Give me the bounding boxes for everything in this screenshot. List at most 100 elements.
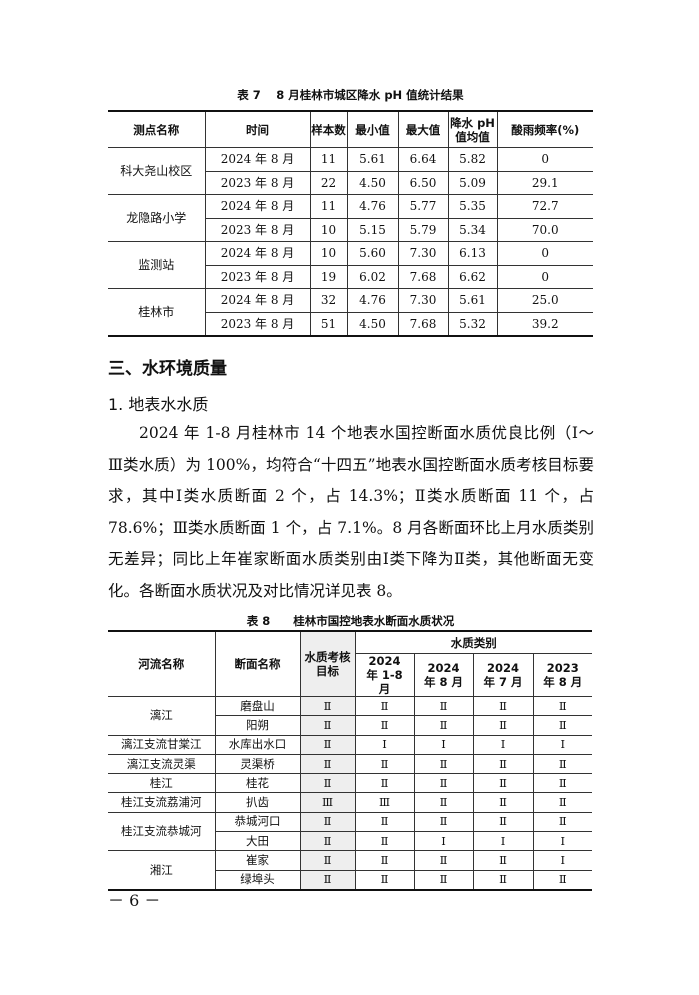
table-cell: 5.60: [346, 241, 399, 266]
table-cell: 6.02: [346, 264, 399, 289]
section-name: 磨盘山: [214, 695, 301, 717]
table-cell: Ⅱ: [354, 869, 415, 891]
table-cell: Ⅱ: [299, 773, 356, 794]
table-cell: Ⅱ: [413, 869, 474, 891]
table-cell: Ⅱ: [413, 811, 474, 833]
table-cell: Ⅱ: [532, 869, 592, 891]
table-cell: Ⅱ: [299, 695, 356, 717]
table-cell: 4.50: [346, 170, 399, 195]
table-cell: 5.09: [447, 170, 498, 195]
table-row: 科大尧山校区 2024 年 8 月 11 5.61 6.64 5.82 0: [108, 147, 593, 195]
table-cell: Ⅱ: [413, 792, 474, 813]
river-name: 桂江: [108, 773, 216, 794]
table-cell: 0: [496, 241, 593, 266]
column-header: 降水 pH 值均值: [447, 110, 498, 148]
table-row: 漓江支流灵渠 灵渠桥 Ⅱ Ⅱ Ⅱ Ⅱ Ⅱ: [108, 753, 592, 775]
table-cell: 70.0: [496, 217, 593, 242]
table-cell: Ⅱ: [472, 695, 534, 717]
table-cell: Ⅱ: [299, 811, 356, 833]
section-name: 阳朔: [215, 715, 301, 736]
table-row: 桂江支流荔浦河 扒齿 Ⅲ Ⅲ Ⅱ Ⅱ Ⅱ: [108, 792, 592, 813]
table-cell: Ⅱ: [299, 734, 356, 755]
table-row: 龙隐路小学 2024 年 8 月 11 4.76 5.77 5.35 72.7: [108, 194, 593, 242]
table-cell: 5.34: [447, 217, 498, 242]
table-cell: 19: [309, 264, 348, 289]
table-cell: 10: [309, 217, 348, 242]
table-cell: 7.30: [397, 241, 449, 266]
column-header: 测点名称: [108, 110, 206, 148]
table-cell: Ⅰ: [413, 734, 474, 755]
body-paragraph: 2024 年 1-8 月桂林市 14 个地表水国控断面水质优良比例（Ⅰ～Ⅲ类水质…: [108, 424, 594, 600]
table-cell: Ⅱ: [299, 831, 356, 852]
section-name: 水库出水口: [214, 734, 301, 755]
table-cell: Ⅱ: [354, 695, 415, 717]
table-cell: 6.13: [447, 241, 498, 266]
river-name: 桂江支流荔浦河: [108, 792, 216, 813]
table-cell: Ⅱ: [413, 773, 474, 794]
table-cell: Ⅱ: [299, 850, 356, 871]
table-row: 桂林市 2024 年 8 月 32 4.76 7.30 5.61 25.0: [108, 288, 593, 337]
table-cell: 2024 年 8 月: [204, 288, 311, 313]
table-cell: 5.79: [397, 217, 449, 242]
table-cell: 6.50: [397, 170, 449, 195]
table-cell: Ⅱ: [413, 850, 474, 871]
table7-caption: 表 7 8 月桂林市城区降水 pH 值统计结果: [237, 88, 464, 102]
table-row: 2023 年 8 月 19 6.02 7.68 6.62 0: [108, 264, 593, 289]
section-name: 桂花: [214, 773, 301, 794]
table-cell: Ⅱ: [299, 715, 356, 736]
section-name: 扒齿: [214, 792, 301, 813]
table-cell: 72.7: [496, 194, 593, 219]
table-row: 监测站 2024 年 8 月 10 5.60 7.30 6.13 0: [108, 241, 593, 289]
table-cell: Ⅲ: [354, 792, 415, 813]
table-cell: 4.76: [346, 194, 399, 219]
river-name: 桂江支流恭城河: [108, 811, 216, 852]
column-header: 最小值: [346, 110, 399, 148]
table-cell: 2023 年 8 月: [205, 311, 311, 337]
table-cell: Ⅱ: [472, 753, 534, 775]
table-row: 漓江支流甘棠江 水库出水口 Ⅱ Ⅰ Ⅰ Ⅰ Ⅰ: [108, 734, 592, 755]
table-cell: 2023 年 8 月: [205, 264, 311, 289]
table-cell: Ⅲ: [299, 792, 356, 813]
table-cell: Ⅱ: [472, 792, 534, 813]
table-cell: Ⅱ: [532, 811, 592, 833]
table-cell: 39.2: [496, 311, 593, 337]
table-cell: 0: [496, 264, 593, 289]
table-cell: 6.62: [447, 264, 498, 289]
site-name: 桂林市: [108, 288, 206, 337]
table-cell: 5.35: [447, 194, 498, 219]
table-cell: Ⅰ: [354, 734, 415, 755]
table-cell: 7.68: [397, 311, 449, 337]
table-cell: Ⅱ: [532, 753, 592, 775]
site-name: 监测站: [108, 241, 206, 289]
table-cell: Ⅱ: [354, 773, 415, 794]
river-name: 漓江: [108, 696, 216, 736]
table-cell: Ⅱ: [354, 831, 415, 852]
column-header: 样本数: [309, 110, 348, 148]
table-cell: Ⅱ: [472, 811, 534, 833]
table-row: 桂江 桂花 Ⅱ Ⅱ Ⅱ Ⅱ Ⅱ: [108, 773, 592, 794]
table-cell: Ⅱ: [354, 753, 415, 775]
table-cell: Ⅱ: [299, 753, 356, 775]
table-row: 桂江支流恭城河 恭城河口 Ⅱ Ⅱ Ⅱ Ⅱ Ⅱ: [108, 811, 592, 852]
section-heading: 三、水环境质量: [108, 359, 227, 379]
table-cell: Ⅰ: [532, 850, 592, 871]
table-cell: 5.15: [346, 217, 399, 242]
section-name: 绿埠头: [215, 869, 301, 891]
table-cell: 4.76: [346, 288, 399, 313]
table8-caption: 表 8 桂林市国控地表水断面水质状况: [246, 614, 455, 628]
header-section: 断面名称: [214, 630, 301, 697]
river-name: 漓江支流灵渠: [108, 753, 216, 775]
table-cell: 5.82: [447, 147, 498, 172]
table-cell: 2023 年 8 月: [205, 217, 311, 242]
table-row: 绿埠头 Ⅱ Ⅱ Ⅱ Ⅱ Ⅱ: [108, 869, 592, 891]
table-cell: 5.61: [346, 147, 399, 172]
sub-heading: 1. 地表水水质: [108, 395, 209, 414]
table-cell: 11: [309, 194, 348, 219]
table-cell: 2024 年 8 月: [204, 241, 311, 266]
table-cell: 25.0: [496, 288, 593, 313]
table-cell: Ⅰ: [472, 831, 534, 852]
table-cell: Ⅱ: [413, 715, 474, 736]
table-cell: Ⅱ: [413, 753, 474, 775]
table-cell: Ⅰ: [472, 734, 534, 755]
period-header: 2024 年 7 月: [472, 653, 534, 697]
